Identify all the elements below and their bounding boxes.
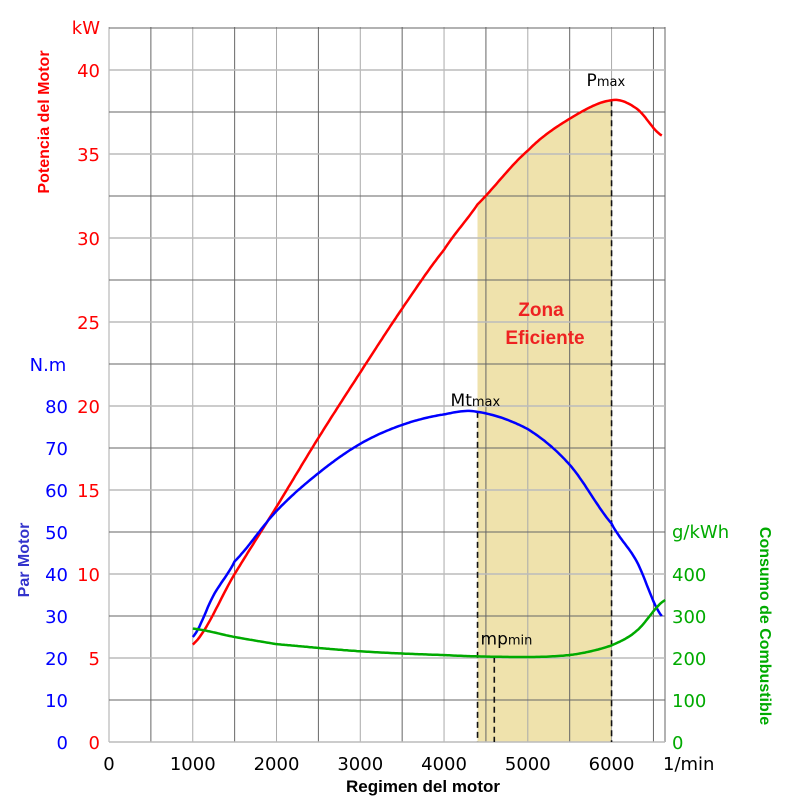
consumption-axis-title: Consumo de Combustible bbox=[756, 527, 773, 725]
power-tick-label: 25 bbox=[77, 313, 100, 334]
torque-tick-label: 10 bbox=[45, 691, 68, 712]
consumption-tick-label: 200 bbox=[672, 649, 706, 670]
marker-label-mpmin: mpmin bbox=[481, 630, 533, 650]
x-axis-title: Regimen del motor bbox=[346, 777, 500, 796]
consumption-tick-label: 100 bbox=[672, 691, 706, 712]
marker-label-pmax: Pmax bbox=[587, 71, 626, 91]
power-tick-label: 35 bbox=[77, 145, 100, 166]
efficient-zone bbox=[477, 100, 612, 742]
power-tick-label: 40 bbox=[77, 61, 100, 82]
consumption-unit: g/kWh bbox=[672, 522, 729, 543]
power-tick-label: 20 bbox=[77, 397, 100, 418]
torque-tick-label: 30 bbox=[45, 607, 68, 628]
zone-label-line1: Zona bbox=[518, 300, 564, 321]
consumption-tick-label: 300 bbox=[672, 607, 706, 628]
x-tick-label: 0 bbox=[103, 754, 114, 775]
consumption-tick-label: 400 bbox=[672, 565, 706, 586]
power-axis-title: Potencia del Motor bbox=[36, 50, 53, 193]
x-tick-label: 6000 bbox=[589, 754, 635, 775]
power-tick-label: 0 bbox=[89, 733, 100, 754]
power-tick-label: 5 bbox=[89, 649, 100, 670]
torque-tick-label: 50 bbox=[45, 523, 68, 544]
torque-tick-label: 0 bbox=[57, 733, 68, 754]
x-tick-label: 1000 bbox=[170, 754, 216, 775]
consumption-curve bbox=[192, 598, 666, 659]
power-tick-label: 30 bbox=[77, 229, 100, 250]
torque-tick-label: 80 bbox=[45, 397, 68, 418]
zone-label-line2: Eficiente bbox=[505, 328, 584, 349]
torque-unit: N.m bbox=[30, 355, 67, 376]
x-tick-label: 3000 bbox=[337, 754, 383, 775]
torque-tick-label: 20 bbox=[45, 649, 68, 670]
torque-curve bbox=[191, 409, 663, 638]
x-unit: 1/min bbox=[663, 754, 714, 775]
torque-tick-label: 60 bbox=[45, 481, 68, 502]
torque-axis-title: Par Motor bbox=[16, 523, 33, 598]
power-tick-label: 10 bbox=[77, 565, 100, 586]
x-tick-label: 4000 bbox=[421, 754, 467, 775]
torque-tick-label: 70 bbox=[45, 439, 68, 460]
x-tick-label: 5000 bbox=[505, 754, 551, 775]
torque-tick-label: 40 bbox=[45, 565, 68, 586]
marker-label-mtmax: Mtmax bbox=[451, 391, 501, 411]
power-tick-label: 15 bbox=[77, 481, 100, 502]
power-unit: kW bbox=[72, 18, 100, 39]
consumption-tick-label: 0 bbox=[672, 733, 683, 754]
x-tick-label: 2000 bbox=[254, 754, 300, 775]
